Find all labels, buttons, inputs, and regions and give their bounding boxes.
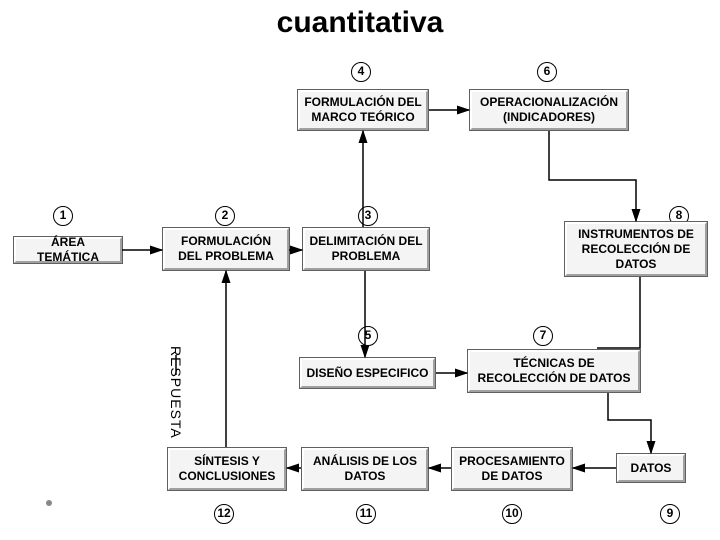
box-formulacion-problema: FORMULACIÓN DEL PROBLEMA	[163, 228, 289, 270]
box-procesamiento: PROCESAMIENTO DE DATOS	[452, 448, 572, 490]
step-marker-11: 11	[356, 504, 376, 524]
step-marker-2: 2	[215, 206, 235, 226]
step-marker-4: 4	[351, 62, 371, 82]
box-delimitacion-problema: DELIMITACIÓN DEL PROBLEMA	[303, 228, 429, 270]
box-instrumentos: INSTRUMENTOS DE RECOLECCIÓN DE DATOS	[565, 222, 707, 276]
step-marker-10: 10	[502, 504, 522, 524]
step-marker-1: 1	[53, 206, 73, 226]
bullet-icon	[46, 500, 52, 506]
step-marker-7: 7	[533, 326, 553, 346]
diagram-title: cuantitativa	[0, 6, 720, 40]
step-marker-5: 5	[358, 326, 378, 346]
box-analisis: ANÁLISIS DE LOS DATOS	[302, 448, 428, 490]
box-marco-teorico: FORMULACIÓN DEL MARCO TEÓRICO	[298, 90, 428, 130]
step-marker-9: 9	[660, 504, 680, 524]
box-tecnicas: TÉCNICAS DE RECOLECCIÓN DE DATOS	[468, 350, 640, 392]
step-marker-12: 12	[214, 504, 234, 524]
box-sintesis: SÍNTESIS Y CONCLUSIONES	[168, 448, 286, 490]
respuesta-label: RESPUESTA	[168, 346, 184, 439]
step-marker-3: 3	[358, 206, 378, 226]
box-operacionalizacion: OPERACIONALIZACIÓN (INDICADORES)	[470, 90, 628, 130]
step-marker-6: 6	[537, 62, 557, 82]
box-datos: DATOS	[617, 454, 685, 482]
box-area-tematica: ÁREA TEMÁTICA	[14, 237, 122, 263]
box-diseno-especifico: DISEÑO ESPECIFICO	[300, 358, 435, 388]
